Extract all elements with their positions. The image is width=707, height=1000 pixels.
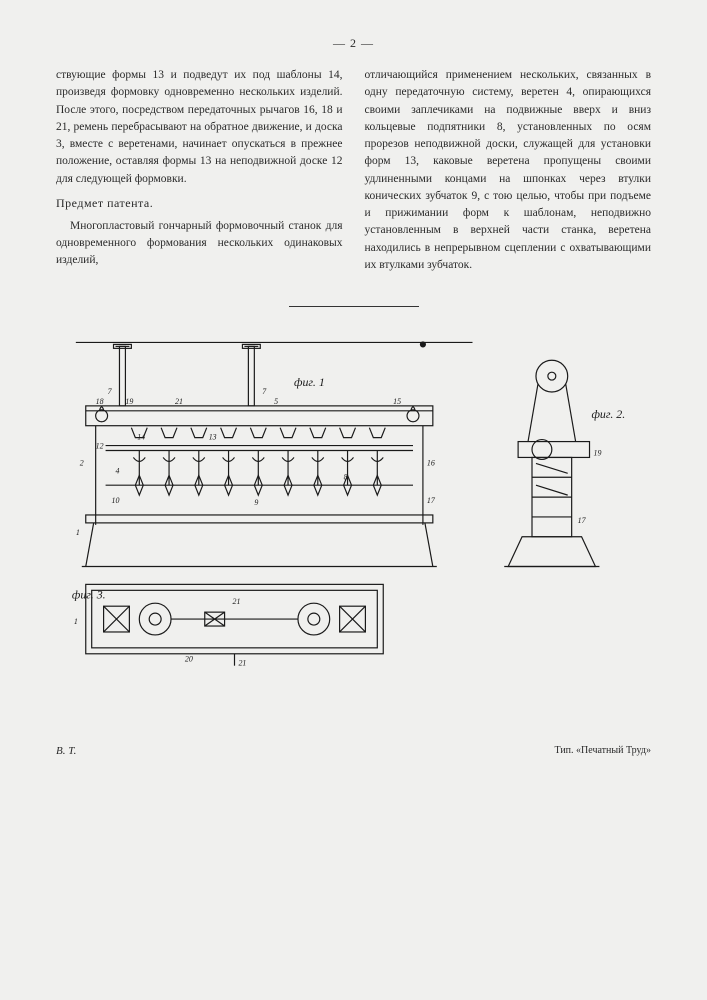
col1-para1: ствующие формы 13 и подведут их под шабл… (56, 67, 343, 188)
fig3-label: фиг. 3. (72, 587, 106, 601)
figure-area: фиг. 1 7 7 18 19 21 5 15 (56, 335, 651, 685)
column-right: отличающийся применением нескольких, свя… (365, 67, 652, 280)
text-columns: ствующие формы 13 и подведут их под шабл… (56, 67, 651, 280)
column-left: ствующие формы 13 и подведут их под шабл… (56, 67, 343, 280)
col2-para1: отличающийся применением нескольких, свя… (365, 67, 652, 274)
svg-text:12: 12 (96, 442, 104, 451)
svg-text:16: 16 (427, 458, 435, 467)
fig3-group: 21 20 1 фиг. 3. 21 (72, 584, 383, 667)
svg-text:4: 4 (116, 466, 120, 475)
svg-text:7: 7 (262, 387, 267, 396)
fig1-group: фиг. 1 7 7 18 19 21 5 15 (76, 342, 473, 567)
svg-text:19: 19 (125, 397, 133, 406)
footer: В. Т. Тип. «Печатный Труд» (56, 745, 651, 757)
svg-text:1: 1 (76, 528, 80, 537)
svg-text:17: 17 (578, 516, 587, 525)
fig1-label: фиг. 1 (294, 375, 325, 389)
patent-subject-heading: Предмет патента. (56, 194, 343, 212)
svg-text:1: 1 (74, 617, 78, 626)
svg-text:13: 13 (209, 433, 217, 442)
fig2-group: фиг. 2. 19 17 (504, 360, 625, 566)
footer-right: Тип. «Печатный Труд» (554, 745, 651, 757)
svg-text:15: 15 (393, 397, 401, 406)
svg-text:17: 17 (427, 496, 436, 505)
svg-text:2: 2 (80, 458, 84, 467)
svg-text:20: 20 (185, 655, 193, 664)
svg-text:10: 10 (112, 496, 120, 505)
svg-text:9: 9 (254, 498, 258, 507)
svg-text:19: 19 (593, 448, 601, 457)
svg-text:7: 7 (108, 387, 113, 396)
svg-text:21: 21 (238, 659, 246, 668)
svg-text:18: 18 (96, 397, 104, 406)
fig2-label: фиг. 2. (592, 407, 626, 421)
separator-rule (289, 306, 419, 307)
footer-left: В. Т. (56, 745, 76, 757)
drawing-svg: фиг. 1 7 7 18 19 21 5 15 (56, 335, 651, 685)
svg-text:21: 21 (175, 397, 183, 406)
svg-text:5: 5 (274, 397, 278, 406)
svg-text:21: 21 (233, 597, 241, 606)
col1-para2: Многопластовый гончарный формовочный ста… (56, 218, 343, 270)
page-number: — 2 — (56, 36, 651, 51)
